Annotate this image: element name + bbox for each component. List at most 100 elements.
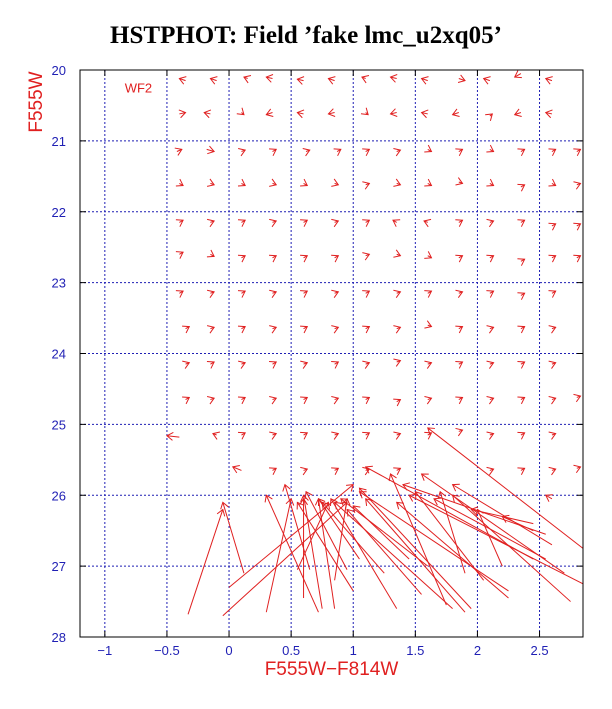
vector-arrowhead	[424, 320, 433, 329]
vector-arrowhead	[420, 473, 429, 481]
x-tick-label: 0	[225, 643, 232, 658]
shift-vector	[360, 107, 369, 116]
vector-arrowhead	[264, 494, 273, 503]
shift-vector	[317, 498, 360, 560]
vector-arrowhead	[451, 483, 460, 492]
shift-vector	[517, 361, 526, 369]
vector-arrowhead	[216, 508, 226, 517]
shift-vector	[175, 219, 184, 227]
vector-arrowhead	[548, 325, 557, 334]
shift-vector	[296, 501, 331, 570]
vector-shaft	[321, 502, 385, 574]
vector-arrowhead	[392, 219, 401, 227]
vector-arrowhead	[486, 178, 495, 187]
vector-shaft	[408, 494, 584, 585]
shift-vector	[517, 431, 526, 440]
shift-vector	[475, 508, 503, 567]
vector-arrowhead	[517, 148, 526, 157]
shift-vector	[302, 147, 311, 157]
vector-arrowhead	[166, 431, 174, 441]
vector-arrowhead	[486, 431, 495, 440]
vector-arrowhead	[393, 178, 402, 187]
vector-arrowhead	[548, 431, 557, 440]
vector-shaft	[328, 78, 335, 82]
vector-arrowhead	[206, 178, 215, 187]
shift-vector	[486, 178, 495, 187]
shift-vector	[331, 289, 340, 299]
vector-arrowhead	[331, 178, 340, 187]
vector-arrowhead	[331, 361, 340, 369]
vector-arrowhead	[331, 431, 340, 440]
shift-vector	[517, 396, 526, 405]
vector-arrowhead	[548, 254, 557, 263]
vector-arrowhead	[424, 251, 433, 259]
vector-arrowhead	[548, 290, 557, 298]
vector-arrowhead	[544, 494, 553, 502]
vector-arrowhead	[302, 147, 311, 157]
vector-arrowhead	[455, 289, 464, 299]
shift-vector	[517, 292, 526, 300]
vector-arrowhead	[237, 431, 246, 440]
vector-arrowhead	[282, 483, 291, 492]
vector-arrowhead	[331, 254, 340, 263]
vector-arrowhead	[269, 325, 278, 334]
shift-vector	[424, 396, 433, 405]
vector-arrowhead	[321, 501, 330, 510]
shift-vector	[362, 148, 371, 157]
vector-shaft	[305, 491, 348, 570]
shift-vector	[424, 144, 433, 153]
vector-arrowhead	[393, 398, 402, 407]
shift-vector	[517, 148, 526, 157]
shift-vector	[424, 320, 433, 329]
vector-arrowhead	[517, 258, 526, 266]
vector-arrowhead	[389, 74, 398, 83]
vector-arrowhead	[360, 107, 369, 116]
shift-vector	[393, 398, 402, 407]
shift-vector	[548, 396, 557, 405]
shift-vector	[175, 290, 184, 298]
shift-vector	[548, 325, 557, 334]
vector-shaft	[296, 502, 329, 570]
shift-vector	[362, 396, 371, 405]
vector-shaft	[204, 112, 211, 115]
vector-arrowhead	[331, 218, 340, 228]
vector-arrowhead	[389, 108, 398, 117]
vector-shaft	[427, 427, 584, 549]
shift-vector	[455, 427, 464, 437]
shift-vector	[420, 76, 429, 85]
shift-vector	[269, 218, 278, 228]
vector-shaft	[297, 78, 304, 82]
vector-arrowhead	[362, 431, 371, 440]
vector-arrowhead	[178, 76, 187, 85]
vector-arrowhead	[300, 431, 309, 440]
shift-vector	[361, 74, 370, 84]
vector-arrowhead	[486, 254, 495, 263]
shift-vector	[362, 252, 371, 261]
x-tick-label: 2	[474, 643, 481, 658]
vector-arrowhead	[573, 181, 582, 190]
vector-arrowhead	[331, 396, 340, 405]
vector-arrowhead	[573, 148, 582, 157]
shift-vector	[548, 178, 557, 187]
vector-shaft	[206, 148, 215, 152]
shift-vector	[393, 249, 402, 258]
shift-vector	[423, 218, 432, 228]
vector-arrowhead	[437, 490, 447, 499]
vector-arrowhead	[517, 467, 526, 475]
vector-arrowhead	[331, 467, 340, 475]
y-tick-label: 23	[52, 276, 66, 291]
vector-arrowhead	[486, 325, 495, 334]
shift-vector	[396, 501, 509, 599]
vector-arrowhead	[238, 147, 247, 157]
shift-vector	[414, 490, 485, 581]
vector-shaft	[166, 435, 180, 438]
vector-arrowhead	[206, 249, 215, 258]
vector-shaft	[458, 78, 466, 82]
vector-arrowhead	[296, 76, 305, 85]
y-tick-label: 25	[52, 417, 66, 432]
shift-vector	[327, 76, 336, 85]
shift-vector	[331, 396, 340, 405]
vector-arrowhead	[457, 74, 466, 83]
vector-shaft	[514, 73, 522, 78]
vector-arrowhead	[175, 219, 184, 227]
